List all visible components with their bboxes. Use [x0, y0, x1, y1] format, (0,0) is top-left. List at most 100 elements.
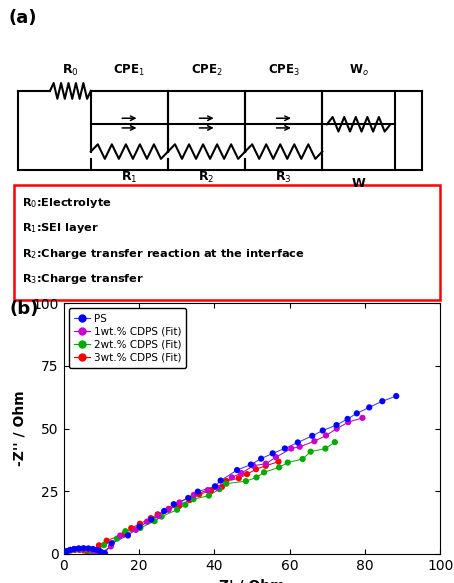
- Point: [128, 524, 135, 533]
- Point: [122, 526, 129, 536]
- Point: [99, 549, 106, 559]
- Text: R$_1$:SEI layer: R$_1$:SEI layer: [22, 222, 99, 236]
- Point: [216, 484, 223, 494]
- Point: [96, 549, 104, 559]
- Text: (a): (a): [8, 9, 37, 27]
- Point: [76, 545, 83, 554]
- Point: [204, 486, 212, 495]
- Point: [176, 498, 183, 507]
- Y-axis label: -Z'' / Ohm: -Z'' / Ohm: [13, 391, 27, 466]
- Point: [353, 409, 360, 418]
- Point: [93, 545, 100, 554]
- Point: [121, 529, 128, 539]
- Point: [75, 545, 83, 554]
- Point: [114, 534, 121, 543]
- Point: [107, 542, 114, 551]
- Point: [333, 424, 340, 433]
- Point: [393, 391, 400, 401]
- Point: [242, 476, 250, 486]
- FancyBboxPatch shape: [14, 185, 440, 300]
- Point: [261, 468, 268, 477]
- Point: [243, 469, 251, 479]
- Point: [147, 514, 154, 523]
- Point: [365, 403, 373, 412]
- Point: [228, 473, 236, 482]
- Point: [89, 545, 96, 554]
- Point: [86, 548, 93, 557]
- Point: [218, 482, 226, 491]
- Point: [194, 487, 202, 496]
- Point: [190, 494, 197, 504]
- Point: [94, 549, 102, 559]
- Point: [186, 496, 193, 505]
- Point: [207, 486, 215, 496]
- Point: [87, 549, 94, 559]
- Point: [71, 545, 79, 554]
- Point: [281, 444, 288, 453]
- X-axis label: Z' / Ohm: Z' / Ohm: [219, 578, 285, 583]
- Point: [185, 493, 192, 503]
- Text: W$_o$: W$_o$: [349, 62, 369, 78]
- Point: [182, 500, 189, 510]
- Point: [155, 511, 162, 521]
- Point: [61, 548, 69, 557]
- Point: [222, 479, 230, 489]
- Point: [92, 546, 99, 556]
- Point: [70, 545, 78, 554]
- Text: R$_0$: R$_0$: [62, 62, 79, 78]
- Point: [359, 413, 366, 423]
- Point: [222, 476, 230, 486]
- Point: [60, 549, 68, 559]
- Point: [175, 501, 183, 511]
- Point: [67, 546, 74, 555]
- Point: [80, 546, 87, 555]
- Point: [117, 531, 124, 540]
- Point: [108, 539, 115, 548]
- Point: [173, 505, 181, 514]
- Point: [85, 549, 93, 559]
- Point: [205, 491, 212, 500]
- Point: [235, 473, 242, 483]
- Legend: PS, 1wt.% CDPS (Fit), 2wt.% CDPS (Fit), 3wt.% CDPS (Fit): PS, 1wt.% CDPS (Fit), 2wt.% CDPS (Fit), …: [69, 308, 187, 368]
- Point: [61, 548, 69, 557]
- Point: [214, 483, 221, 493]
- Point: [90, 548, 97, 557]
- Point: [309, 431, 316, 441]
- Point: [262, 461, 269, 470]
- Point: [132, 525, 139, 535]
- Point: [101, 549, 109, 558]
- Point: [89, 545, 97, 554]
- Point: [233, 465, 241, 475]
- Text: CPE$_3$: CPE$_3$: [268, 62, 300, 78]
- Point: [275, 457, 282, 466]
- Point: [67, 546, 74, 555]
- Point: [103, 536, 110, 545]
- Point: [262, 459, 270, 468]
- Point: [151, 517, 158, 526]
- Point: [196, 490, 203, 499]
- Point: [71, 545, 78, 554]
- Point: [84, 546, 92, 555]
- Point: [62, 547, 69, 557]
- Point: [143, 517, 151, 526]
- Point: [299, 454, 306, 463]
- Point: [288, 444, 295, 453]
- Point: [158, 512, 165, 521]
- Point: [269, 449, 276, 458]
- Text: R$_2$:Charge transfer reaction at the interface: R$_2$:Charge transfer reaction at the in…: [22, 247, 305, 261]
- Text: CPE$_1$: CPE$_1$: [114, 62, 145, 78]
- Point: [331, 437, 338, 447]
- Point: [84, 547, 91, 556]
- Point: [96, 546, 104, 556]
- Text: (b): (b): [9, 300, 39, 318]
- Text: R$_3$: R$_3$: [276, 170, 292, 185]
- Point: [345, 417, 352, 427]
- Point: [64, 546, 71, 556]
- Point: [294, 438, 301, 447]
- Point: [70, 545, 78, 554]
- Text: W: W: [352, 177, 365, 190]
- Point: [379, 396, 386, 406]
- Point: [64, 546, 71, 556]
- Point: [276, 463, 283, 472]
- Point: [322, 444, 329, 453]
